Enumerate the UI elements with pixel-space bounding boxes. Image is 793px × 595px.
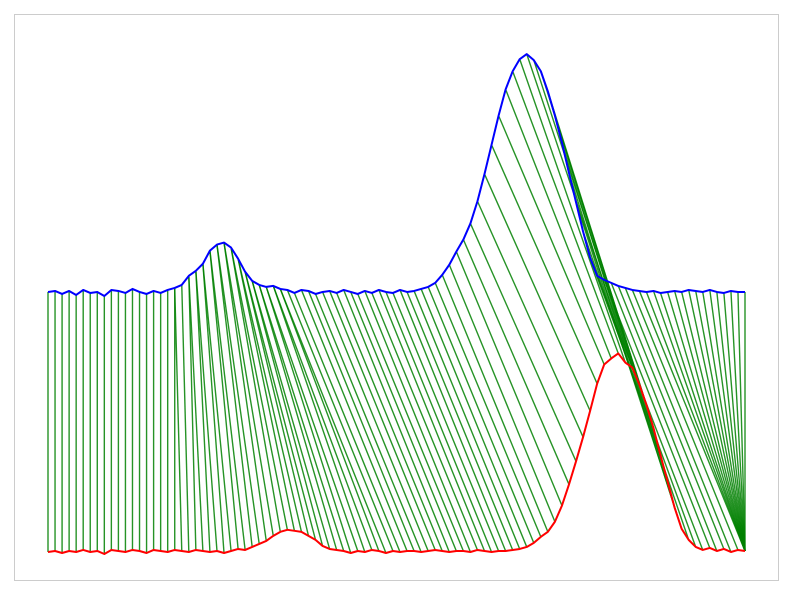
alignment-link-36	[237, 258, 303, 532]
alignment-link-64	[392, 292, 500, 552]
alignment-link-19	[174, 287, 183, 551]
alignment-link-44	[265, 286, 359, 552]
alignment-link-78	[490, 144, 598, 384]
alignment-link-68	[420, 288, 528, 548]
alignment-link-20	[181, 284, 190, 552]
alignment-link-108	[702, 291, 746, 552]
alignment-link-42	[258, 284, 345, 552]
alignment-link-34	[230, 247, 289, 530]
alignment-link-29	[216, 244, 253, 548]
alignment-link-63	[385, 291, 493, 553]
alignment-link-57	[343, 289, 450, 553]
alignment-link-24	[195, 270, 218, 552]
alignment-link-55	[328, 290, 436, 551]
alignment-link-65	[399, 289, 507, 552]
alignment-link-61	[371, 292, 479, 551]
alignment-link-22	[188, 275, 204, 552]
alignment-link-110	[716, 291, 746, 552]
alignment-link-112	[730, 290, 746, 552]
alignment-link-83	[526, 53, 634, 368]
alignment-link-26	[202, 263, 232, 552]
alignment-link-104	[673, 290, 746, 552]
alignment-link-32	[223, 242, 274, 536]
alignment-link-23	[195, 270, 211, 553]
alignment-link-91	[582, 231, 690, 541]
alignment-link-60	[364, 290, 472, 553]
alignment-link-46	[272, 285, 373, 551]
alignment-link-25	[202, 263, 225, 554]
alignment-links	[47, 53, 746, 554]
alignment-link-45	[272, 285, 366, 553]
alignment-link-107	[695, 290, 746, 552]
alignment-link-106	[687, 289, 746, 552]
alignment-link-80	[504, 89, 612, 359]
alignment-link-103	[666, 291, 746, 552]
alignment-link-74	[462, 239, 570, 485]
alignment-link-69	[427, 286, 535, 544]
alignment-link-97	[624, 287, 732, 553]
alignment-link-66	[406, 291, 514, 551]
alignment-link-21	[188, 275, 197, 550]
alignment-link-50	[293, 292, 401, 553]
alignment-link-62	[378, 289, 486, 552]
alignment-link-98	[631, 289, 739, 551]
alignment-link-38	[244, 271, 317, 541]
alignment-link-35	[237, 258, 296, 531]
alignment-link-47	[279, 288, 380, 552]
series-lines	[47, 53, 746, 555]
alignment-link-72	[448, 264, 556, 523]
alignment-link-79	[497, 115, 605, 365]
alignment-link-40	[251, 280, 331, 550]
alignment-link-105	[680, 291, 746, 552]
alignment-link-102	[659, 292, 746, 552]
alignment-link-109	[709, 289, 746, 552]
alignment-link-93	[596, 275, 704, 551]
alignment-link-27	[209, 250, 239, 550]
alignment-link-99	[638, 290, 746, 552]
alignment-link-76	[476, 200, 584, 438]
alignment-link-51	[300, 289, 408, 552]
alignment-link-71	[441, 274, 549, 533]
alignment-link-95	[610, 282, 718, 552]
alignment-link-31	[223, 242, 267, 541]
alignment-link-100	[645, 291, 746, 552]
alignment-link-75	[469, 223, 577, 462]
alignment-link-67	[413, 290, 521, 550]
alignment-link-87	[554, 115, 662, 456]
alignment-link-56	[336, 292, 443, 552]
alignment-link-43	[265, 286, 352, 554]
alignment-link-111	[723, 292, 746, 552]
series-line-2	[47, 352, 746, 555]
alignment-link-82	[519, 58, 626, 363]
alignment-link-52	[307, 290, 415, 552]
alignment-link-96	[617, 285, 725, 550]
alignment-link-94	[603, 279, 711, 549]
alignment-link-58	[350, 291, 457, 552]
alignment-link-70	[434, 282, 542, 538]
alignment-link-73	[455, 251, 563, 506]
alignment-link-53	[314, 293, 422, 553]
plot-frame	[14, 14, 779, 581]
alignment-link-77	[483, 173, 591, 412]
alignment-link-101	[652, 290, 746, 552]
alignment-link-28	[209, 250, 246, 551]
alignment-link-92	[589, 257, 697, 548]
series-line-1	[47, 53, 745, 297]
alignment-link-33	[230, 247, 282, 532]
alignment-link-30	[216, 244, 260, 545]
alignment-link-48	[279, 288, 387, 554]
alignment-link-49	[286, 289, 394, 552]
alignment-link-113	[737, 291, 746, 551]
alignment-link-59	[357, 293, 465, 552]
alignment-link-81	[512, 70, 619, 354]
alignment-link-54	[321, 291, 429, 552]
alignment-link-39	[251, 280, 324, 547]
alignment-link-41	[258, 284, 338, 551]
alignment-link-37	[244, 271, 310, 537]
